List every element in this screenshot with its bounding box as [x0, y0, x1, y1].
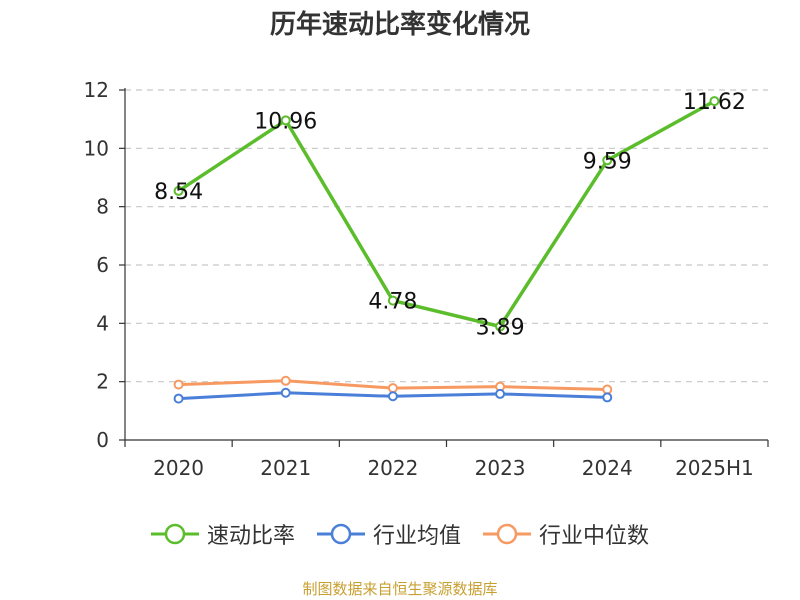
legend-label-quick-ratio: 速动比率 — [206, 524, 295, 549]
y-tick-label-2: 2 — [96, 370, 109, 394]
series-1-point-2020 — [173, 393, 184, 404]
data-label-2023: 3.89 — [476, 316, 525, 341]
legend-marker-quick-ratio — [150, 523, 199, 545]
data-label-2024: 9.59 — [583, 149, 632, 174]
x-tick-label-2023: 2023 — [475, 456, 526, 480]
series-0-point-2025H1 — [709, 96, 720, 107]
y-tick-label-6: 6 — [96, 253, 109, 277]
series-1-point-2022 — [387, 391, 398, 402]
source-note: 制图数据来自恒生聚源数据库 — [302, 580, 498, 598]
series-1-point-2024 — [602, 392, 613, 403]
series — [173, 96, 720, 404]
legend-item-quick-ratio[interactable]: 速动比率 — [150, 518, 295, 550]
series-2-point-2022 — [387, 383, 398, 394]
series-2-point-2021 — [280, 375, 291, 386]
legend-label-industry-mean: 行业均值 — [372, 524, 461, 549]
legend-label-industry-median: 行业中位数 — [539, 524, 650, 549]
data-labels: 8.54 10.96 4.78 3.89 9.59 11.62 — [154, 90, 746, 340]
series-0-point-2024 — [602, 155, 613, 166]
legend-item-industry-mean[interactable]: 行业均值 — [316, 518, 461, 550]
series-1-point-2021 — [280, 387, 291, 398]
series-2-point-2020 — [173, 379, 184, 390]
data-label-2020: 8.54 — [154, 180, 203, 205]
legend-marker-industry-median — [483, 523, 531, 545]
series-2-point-2024 — [602, 384, 613, 395]
series-0-point-2021 — [280, 115, 291, 126]
axes: 0 2 4 6 8 10 12 2020 2021 2022 2023 2024 2025H1 — [84, 78, 769, 480]
y-tick-label-10: 10 — [84, 136, 109, 160]
series-line-0 — [177, 99, 716, 329]
series-0-point-2023 — [495, 321, 506, 332]
data-label-2025H1: 11.62 — [683, 90, 746, 115]
series-0-point-2022 — [387, 295, 398, 306]
y-tick-label-0: 0 — [96, 428, 109, 452]
series-1-point-2023 — [495, 388, 506, 399]
chart-title: 历年速动比率变化情况 — [269, 10, 530, 40]
x-tick-label-2021: 2021 — [260, 456, 311, 480]
x-tick-label-2020: 2020 — [153, 456, 204, 480]
series-0-point-2020 — [173, 185, 184, 196]
y-tick-label-4: 4 — [96, 311, 109, 335]
data-label-2021: 10.96 — [254, 109, 317, 134]
legend: 速动比率 行业均值 行业中位数 — [0, 518, 800, 550]
legend-marker-industry-mean — [316, 523, 365, 545]
x-tick-label-2024: 2024 — [582, 456, 633, 480]
y-tick-label-12: 12 — [84, 78, 109, 102]
data-label-2022: 4.78 — [368, 290, 417, 315]
x-tick-label-2025H1: 2025H1 — [675, 456, 754, 480]
x-tick-label-2022: 2022 — [367, 456, 418, 480]
y-tick-label-8: 8 — [96, 195, 109, 219]
legend-item-industry-median[interactable]: 行业中位数 — [483, 518, 649, 550]
grid-lines — [125, 89, 768, 383]
